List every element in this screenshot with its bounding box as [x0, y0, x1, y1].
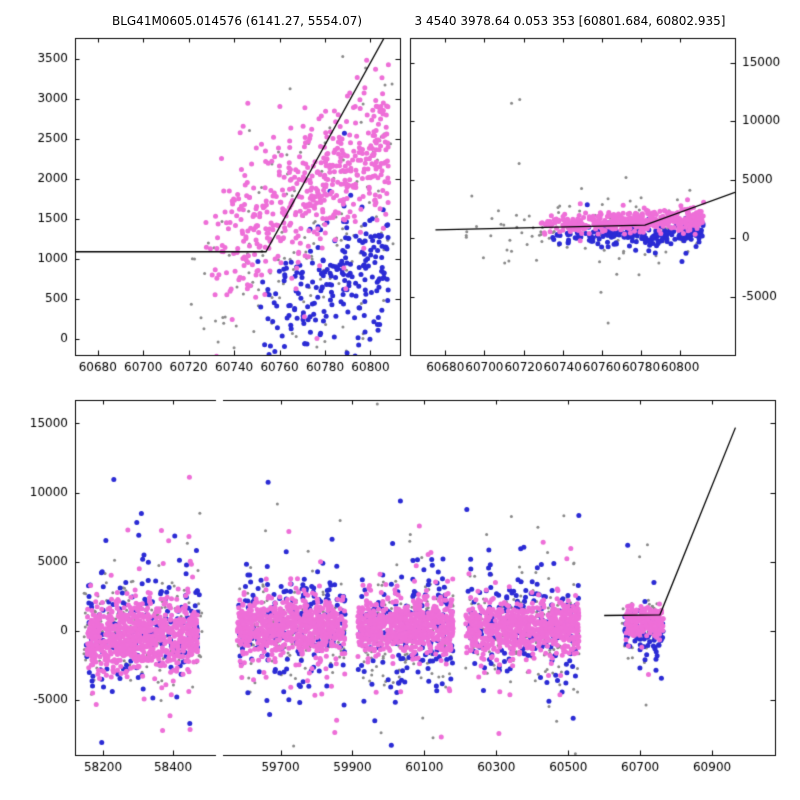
figure-title-right: 3 4540 3978.64 0.053 353 [60801.684, 608…: [414, 14, 726, 28]
figure-title-left: BLG41M0605.014576 (6141.27, 5554.07): [111, 14, 363, 28]
